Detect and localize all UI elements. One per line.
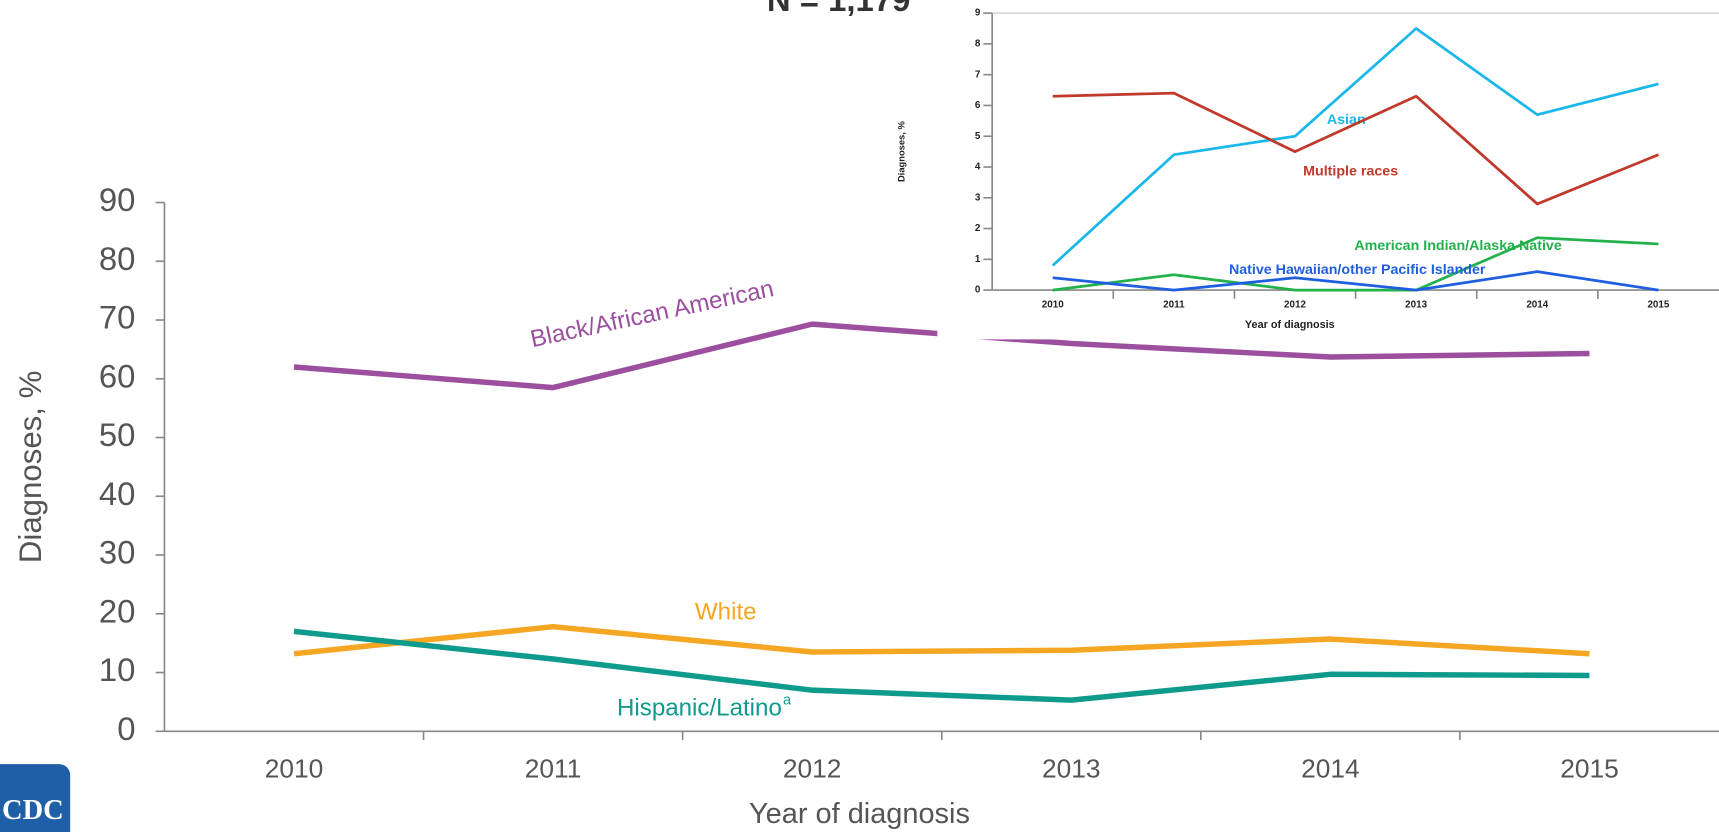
y-tick-label: 2 bbox=[975, 223, 981, 234]
x-tick-label: 2012 bbox=[783, 754, 842, 784]
y-tick-label: 80 bbox=[99, 240, 136, 277]
x-tick-label: 2010 bbox=[265, 754, 324, 784]
series-line bbox=[1051, 27, 1659, 267]
y-tick-label: 30 bbox=[99, 534, 136, 571]
y-tick-label: 9 bbox=[975, 8, 981, 19]
y-tick-label: 90 bbox=[99, 181, 136, 218]
y-axis-label: Diagnoses, % bbox=[897, 121, 907, 182]
y-tick-label: 0 bbox=[975, 285, 981, 296]
x-tick-label: 2011 bbox=[1163, 299, 1185, 310]
logo-box bbox=[0, 764, 71, 832]
series-line bbox=[293, 628, 1590, 703]
series-label: Asian bbox=[1327, 112, 1366, 128]
x-axis-label: Year of diagnosis bbox=[1245, 319, 1335, 331]
x-tick-label: 2015 bbox=[1560, 754, 1619, 784]
plot: 0 1 2 3 4 5 6 7 8 9 2010 2011 2012 2013 2014 2015 Year o… bbox=[897, 0, 1719, 340]
y-tick-label: 20 bbox=[99, 592, 136, 629]
x-tick-label: 2015 bbox=[1647, 299, 1669, 310]
y-tick-label: 5 bbox=[975, 131, 981, 142]
y-tick-label: 0 bbox=[117, 710, 135, 747]
x-tick-label: 2013 bbox=[1405, 299, 1427, 310]
logo: CDC bbox=[2, 795, 64, 826]
y-tick-label: 50 bbox=[99, 416, 136, 453]
series-line bbox=[1052, 236, 1659, 292]
y-tick-label: 7 bbox=[975, 69, 981, 80]
y-tick-label: 10 bbox=[99, 651, 136, 688]
y-tick-label: 6 bbox=[975, 100, 981, 111]
y-tick-label: 1 bbox=[975, 254, 981, 265]
x-tick-label: 2014 bbox=[1301, 754, 1360, 784]
series-label-marker: a bbox=[783, 692, 792, 708]
x-tick-label: 2013 bbox=[1042, 754, 1101, 784]
series-line bbox=[1052, 270, 1659, 292]
series-label: White bbox=[695, 598, 757, 625]
inset-background bbox=[937, 0, 1719, 340]
y-tick-label: 60 bbox=[99, 357, 136, 394]
x-tick-label: 2010 bbox=[1042, 299, 1064, 310]
series-label: American Indian/Alaska Native bbox=[1354, 238, 1562, 254]
y-tick-label: 70 bbox=[99, 299, 136, 336]
title: N = 1,179 bbox=[767, 0, 911, 18]
y-tick-label: 8 bbox=[975, 39, 981, 50]
x-axis-label: Year of diagnosis bbox=[749, 798, 970, 830]
y-tick-label: 40 bbox=[99, 475, 136, 512]
x-tick-label: 2011 bbox=[525, 754, 582, 784]
y-axis-label: Diagnoses, % bbox=[13, 371, 48, 563]
series-line bbox=[293, 623, 1590, 657]
x-tick-label: 2012 bbox=[1284, 299, 1306, 310]
y-tick-label: 3 bbox=[975, 192, 981, 203]
series-line bbox=[1052, 91, 1659, 206]
y-tick-label: 4 bbox=[975, 162, 981, 173]
x-tick-label: 2014 bbox=[1526, 299, 1548, 310]
series-label: Multiple races bbox=[1303, 164, 1398, 180]
series-label: Native Hawaiian/other Pacific Islander bbox=[1229, 262, 1486, 278]
series-label: Hispanic/Latino bbox=[617, 695, 782, 722]
